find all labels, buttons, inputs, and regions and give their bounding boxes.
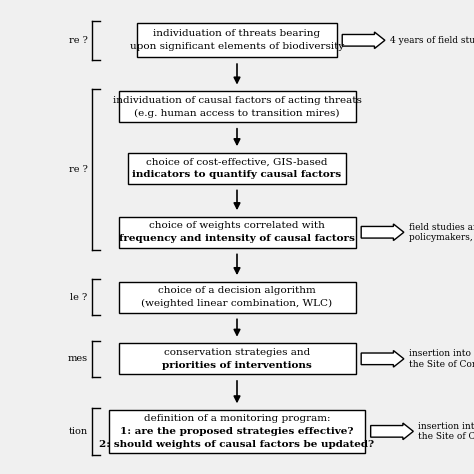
Text: definition of a monitoring program:: definition of a monitoring program: [144, 414, 330, 423]
Polygon shape [371, 423, 413, 440]
Text: field studies and interacti...
policymakers, landowners...: field studies and interacti... policymak… [409, 223, 474, 242]
Text: (weighted linear combination, WLC): (weighted linear combination, WLC) [141, 299, 333, 308]
Text: re ?: re ? [69, 36, 88, 45]
Text: re ?: re ? [69, 165, 88, 174]
Text: individuation of threats bearing: individuation of threats bearing [154, 29, 320, 38]
Text: priorities of interventions: priorities of interventions [162, 361, 312, 370]
Bar [118, 343, 356, 374]
Polygon shape [361, 224, 404, 241]
Text: conservation strategies and: conservation strategies and [164, 348, 310, 357]
Bar [128, 153, 346, 183]
Polygon shape [342, 32, 385, 49]
Text: le ?: le ? [71, 293, 88, 301]
Bar [137, 23, 337, 57]
Text: tion: tion [69, 427, 88, 436]
Text: mes: mes [68, 355, 88, 363]
Text: insertion into the manag...
the Site of Community...: insertion into the manag... the Site of … [418, 422, 474, 441]
Text: indicators to quantify causal factors: indicators to quantify causal factors [132, 170, 342, 179]
Bar [118, 282, 356, 313]
Text: upon significant elements of biodiversity: upon significant elements of biodiversit… [130, 42, 344, 51]
Text: choice of weights correlated with: choice of weights correlated with [149, 221, 325, 230]
Text: frequency and intensity of causal factors: frequency and intensity of causal factor… [119, 234, 355, 243]
Text: choice of a decision algorithm: choice of a decision algorithm [158, 286, 316, 295]
Bar [118, 91, 356, 122]
Text: (e.g. human access to transition mires): (e.g. human access to transition mires) [134, 109, 340, 118]
Text: 1: are the proposed strategies effective?: 1: are the proposed strategies effective… [120, 427, 354, 436]
Bar [109, 410, 365, 453]
Bar [118, 217, 356, 247]
Text: choice of cost-effective, GIS-based: choice of cost-effective, GIS-based [146, 157, 328, 166]
Text: individuation of causal factors of acting threats: individuation of causal factors of actin… [112, 96, 362, 105]
Text: insertion into the manage...
the Site of Community...: insertion into the manage... the Site of… [409, 349, 474, 368]
Polygon shape [361, 351, 404, 367]
Text: 2: should weights of causal factors be updated?: 2: should weights of causal factors be u… [100, 440, 374, 448]
Text: 4 years of field studies: 4 years of field studies [390, 36, 474, 45]
